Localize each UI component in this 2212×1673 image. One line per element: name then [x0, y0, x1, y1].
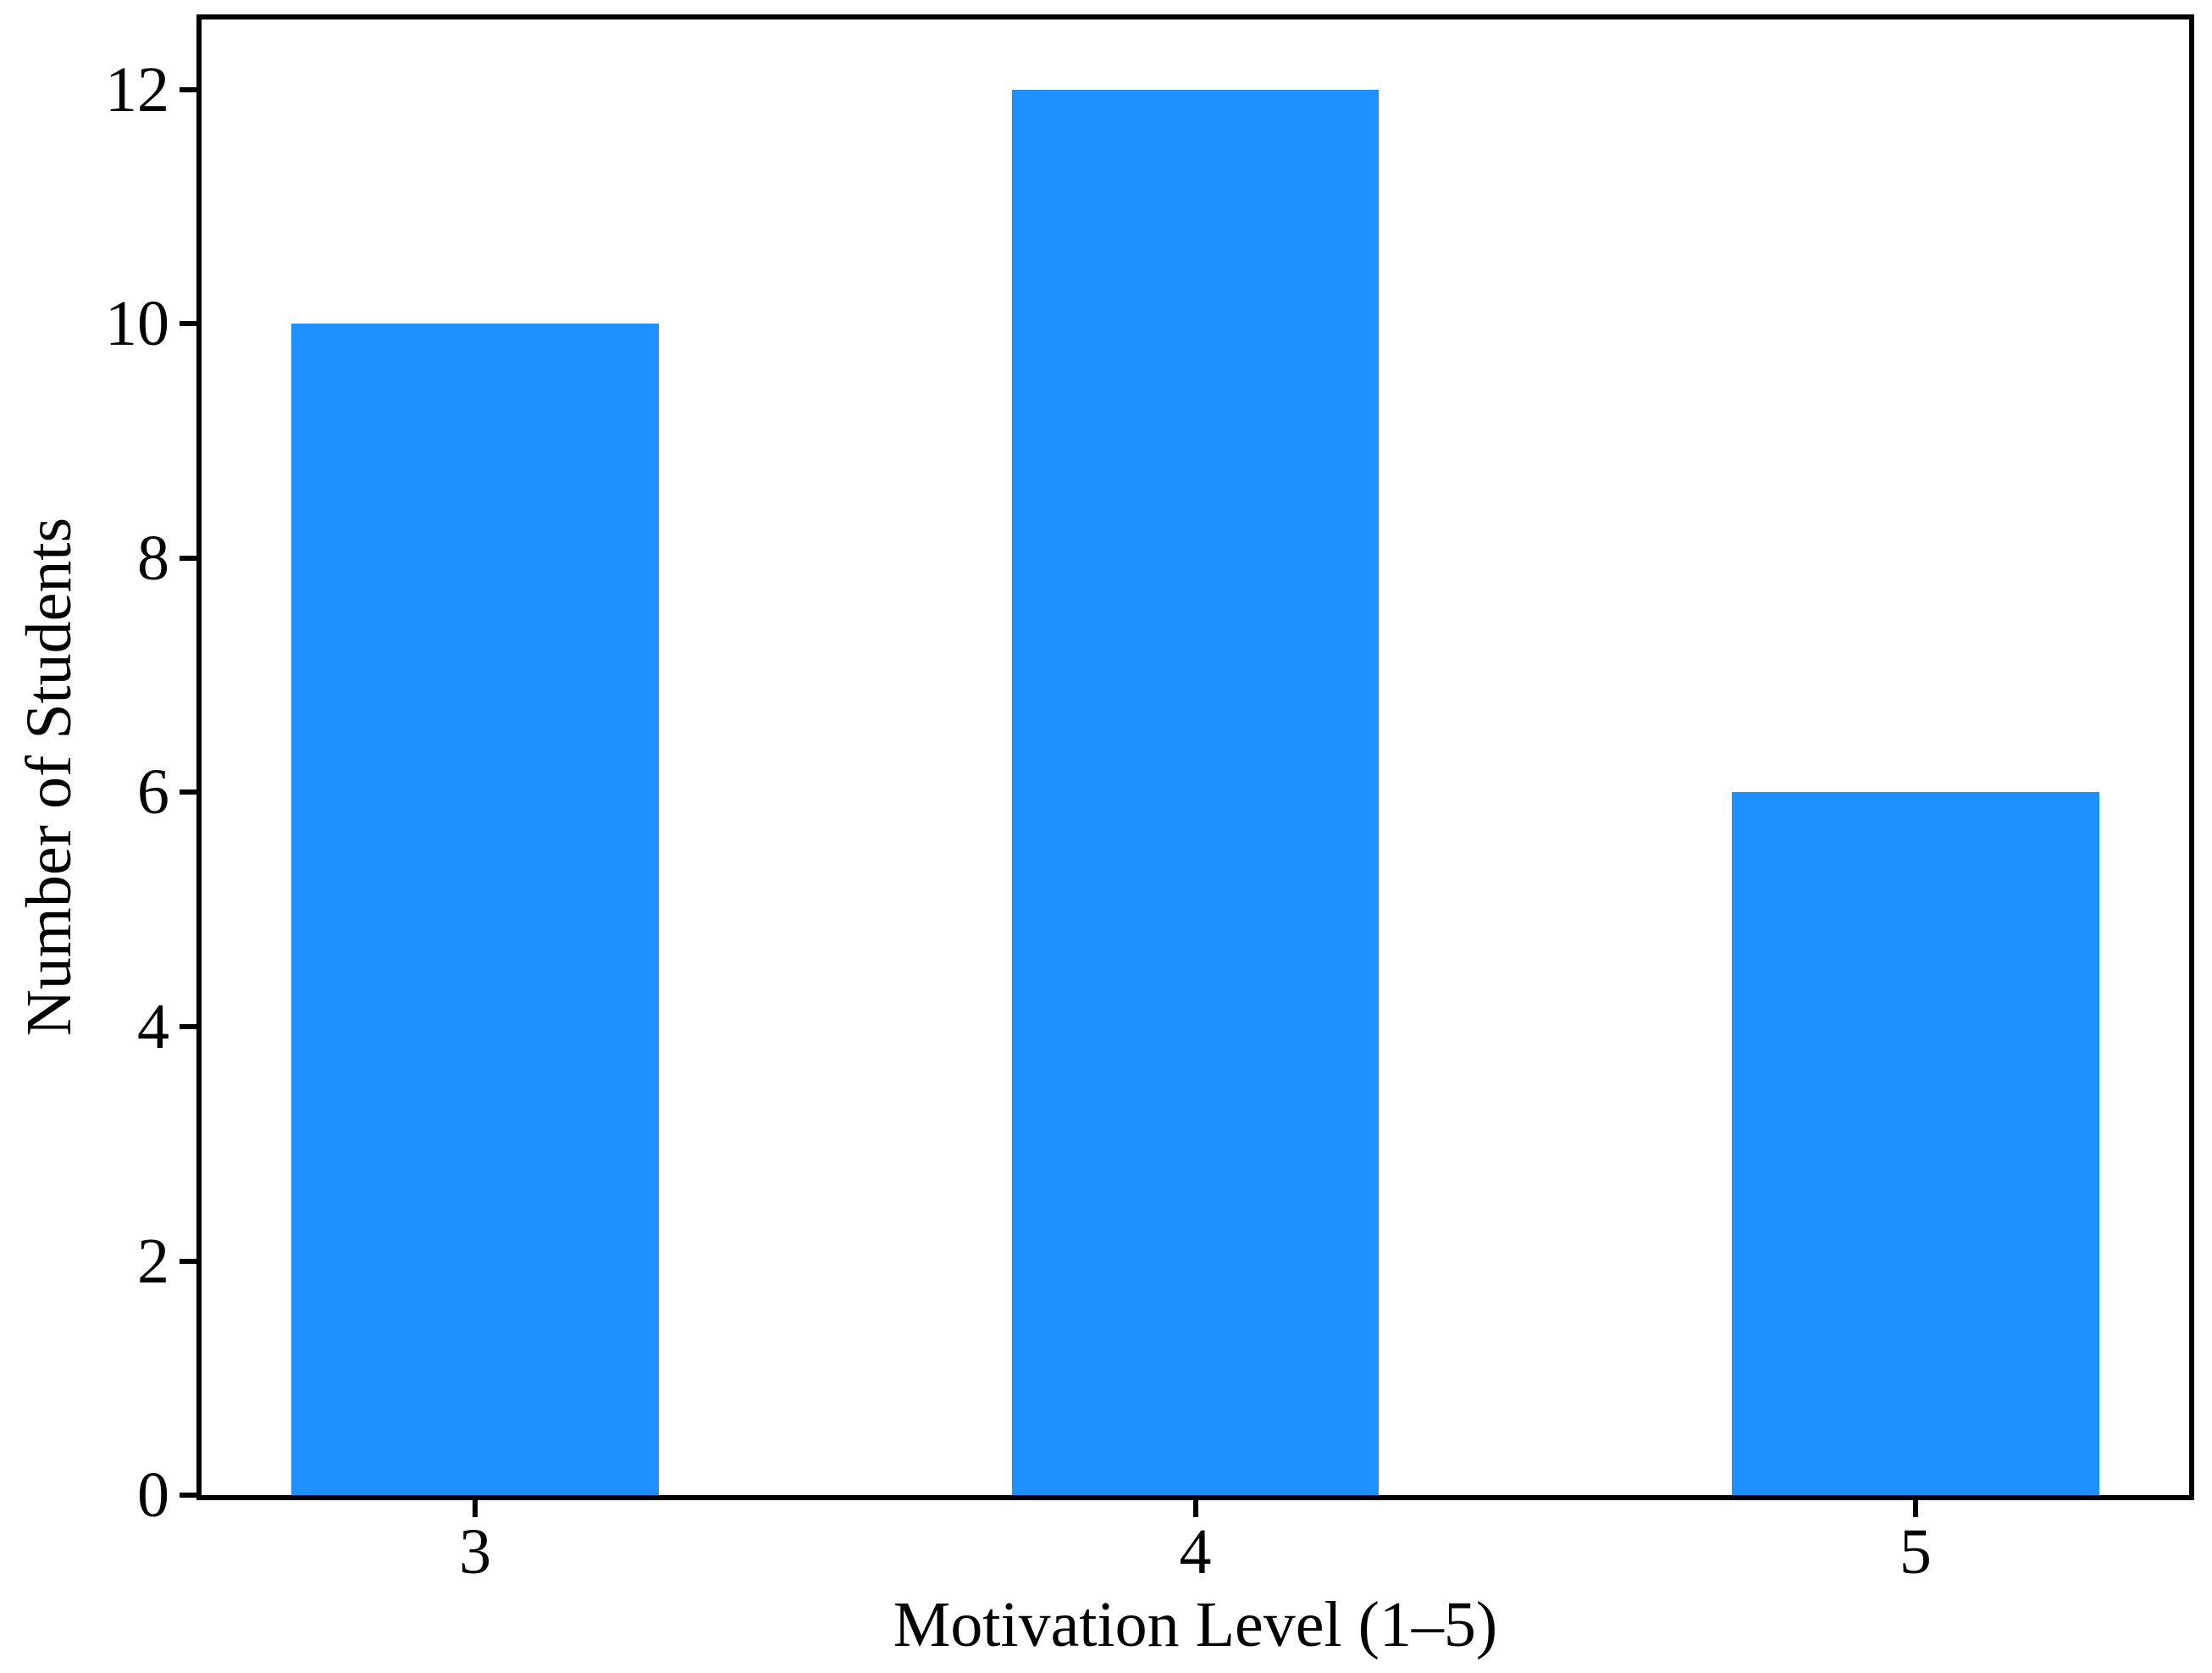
y-tick-label: 4 — [137, 990, 169, 1062]
y-tick-label: 0 — [137, 1460, 169, 1531]
y-tick-labels: 0 2 4 6 8 10 12 — [0, 19, 169, 1527]
y-tick-label: 2 — [137, 1225, 169, 1297]
bar-category-3 — [291, 324, 659, 1495]
bar-category-4 — [1011, 89, 1380, 1495]
x-tick-label: 3 — [459, 1516, 492, 1587]
x-tick-mark — [1192, 1500, 1198, 1517]
y-tick-mark — [180, 1258, 196, 1264]
x-axis-label: Motivation Level (1–5) — [893, 1589, 1498, 1660]
x-tick-label: 5 — [1899, 1516, 1932, 1587]
y-tick-label: 12 — [105, 53, 169, 125]
y-tick-label: 10 — [105, 288, 169, 360]
y-tick-mark — [180, 1493, 196, 1498]
y-tick-mark — [180, 555, 196, 561]
x-tick-mark — [473, 1500, 478, 1517]
bar-category-5 — [1732, 792, 2099, 1495]
y-tick-mark — [180, 321, 196, 327]
y-tick-label: 8 — [137, 522, 169, 594]
y-tick-label: 6 — [137, 756, 169, 828]
y-tick-mark — [180, 789, 196, 795]
plot-inner — [180, 19, 2189, 1498]
x-tick-marks — [202, 1500, 2189, 1519]
plot-area — [180, 14, 2194, 1500]
y-tick-mark — [180, 1023, 196, 1029]
x-tick-label: 4 — [1179, 1516, 1212, 1587]
x-tick-mark — [1912, 1500, 1918, 1517]
y-tick-mark — [180, 86, 196, 92]
